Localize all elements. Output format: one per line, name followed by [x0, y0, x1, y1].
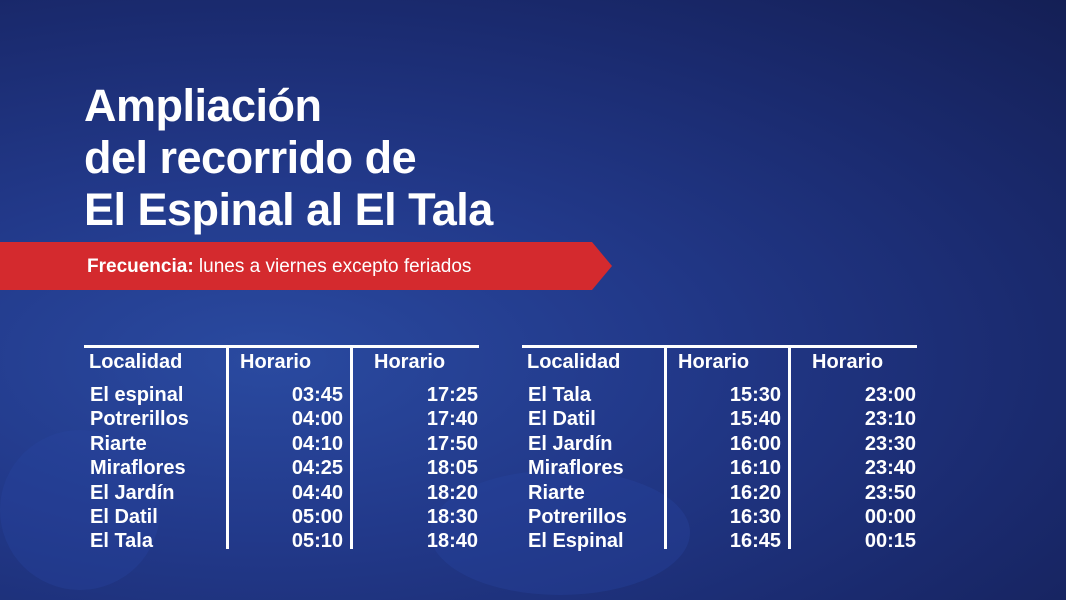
table-row-locality: El espinal — [90, 384, 184, 406]
column-divider — [664, 345, 667, 549]
column-divider — [226, 345, 229, 549]
table-row-time-2: 23:10 — [864, 408, 916, 431]
table-row-locality: El Datil — [528, 408, 596, 431]
frequency-label: Frecuencia: — [87, 256, 194, 277]
table-row-time-2: 00:15 — [864, 530, 916, 553]
table-row-time-2: 23:40 — [864, 457, 916, 480]
table-row-time-1: 16:30 — [729, 506, 781, 528]
table-row-locality: Miraflores — [528, 457, 624, 480]
table-row-time-2: 17:50 — [426, 432, 478, 455]
table-row-time-2: 00:00 — [864, 506, 916, 528]
frequency-text: Frecuencia: lunes a viernes excepto feri… — [87, 256, 471, 278]
frequency-value: lunes a viernes excepto feriados — [193, 256, 472, 277]
table-top-rule — [84, 345, 479, 348]
column-header: Horario — [678, 351, 750, 373]
table-row-time-2: 23:50 — [864, 481, 916, 504]
table-row-locality: Miraflores — [90, 457, 186, 480]
table-row-time-2: 17:40 — [426, 408, 478, 431]
table-row-time-2: 23:30 — [864, 432, 916, 455]
column-divider — [350, 345, 353, 549]
title-line-2: del recorrido de — [84, 132, 417, 183]
table-row-time-1: 04:10 — [291, 432, 343, 455]
table-row-locality: Riarte — [90, 432, 147, 455]
column-header: Localidad — [527, 351, 621, 373]
table-row-locality: El Tala — [528, 384, 591, 406]
table-row-time-1: 03:45 — [291, 384, 343, 406]
table-row-locality: El Jardín — [90, 481, 175, 504]
table-row-time-1: 16:10 — [729, 457, 781, 480]
table-row-time-1: 15:30 — [729, 384, 781, 406]
column-header: Horario — [812, 351, 884, 373]
column-divider — [788, 345, 791, 549]
schedule-table-outbound: Localidad Horario Horario El espinal 03:45 17… — [84, 345, 479, 553]
table-row-time-1: 04:40 — [291, 481, 343, 504]
table-row-time-1: 16:20 — [729, 481, 781, 504]
table-row-time-1: 04:25 — [291, 457, 343, 480]
table-row-time-1: 05:00 — [291, 506, 343, 528]
background-shape — [0, 430, 160, 590]
frequency-banner — [0, 242, 612, 290]
table-row-time-2: 18:20 — [426, 481, 478, 504]
table-row-time-1: 04:00 — [291, 408, 343, 431]
title-line-3: El Espinal al El Tala — [84, 184, 493, 235]
table-row-locality: Potrerillos — [90, 408, 189, 431]
table-row-locality: El Tala — [90, 530, 153, 553]
table-row-time-1: 16:00 — [729, 432, 781, 455]
table-row-locality: El Datil — [90, 506, 158, 528]
table-row-time-1: 05:10 — [291, 530, 343, 553]
column-header: Localidad — [89, 351, 183, 373]
table-row-time-2: 18:30 — [426, 506, 478, 528]
column-header: Horario — [240, 351, 312, 373]
table-row-locality: El Espinal — [528, 530, 624, 553]
title-line-1: Ampliación — [84, 80, 322, 131]
table-row-time-1: 16:45 — [729, 530, 781, 553]
table-top-rule — [522, 345, 917, 348]
table-row-locality: Riarte — [528, 481, 585, 504]
table-row-locality: El Jardín — [528, 432, 613, 455]
page-title: Ampliación del recorrido de El Espinal a… — [84, 80, 493, 236]
table-row-time-2: 17:25 — [426, 384, 478, 406]
column-header: Horario — [374, 351, 446, 373]
background-shape — [430, 470, 690, 595]
table-row-locality: Potrerillos — [528, 506, 627, 528]
table-row-time-2: 23:00 — [864, 384, 916, 406]
table-row-time-2: 18:40 — [426, 530, 478, 553]
table-row-time-2: 18:05 — [426, 457, 478, 480]
table-row-time-1: 15:40 — [729, 408, 781, 431]
schedule-table-return: Localidad Horario Horario El Tala 15:30 23:00… — [522, 345, 917, 553]
